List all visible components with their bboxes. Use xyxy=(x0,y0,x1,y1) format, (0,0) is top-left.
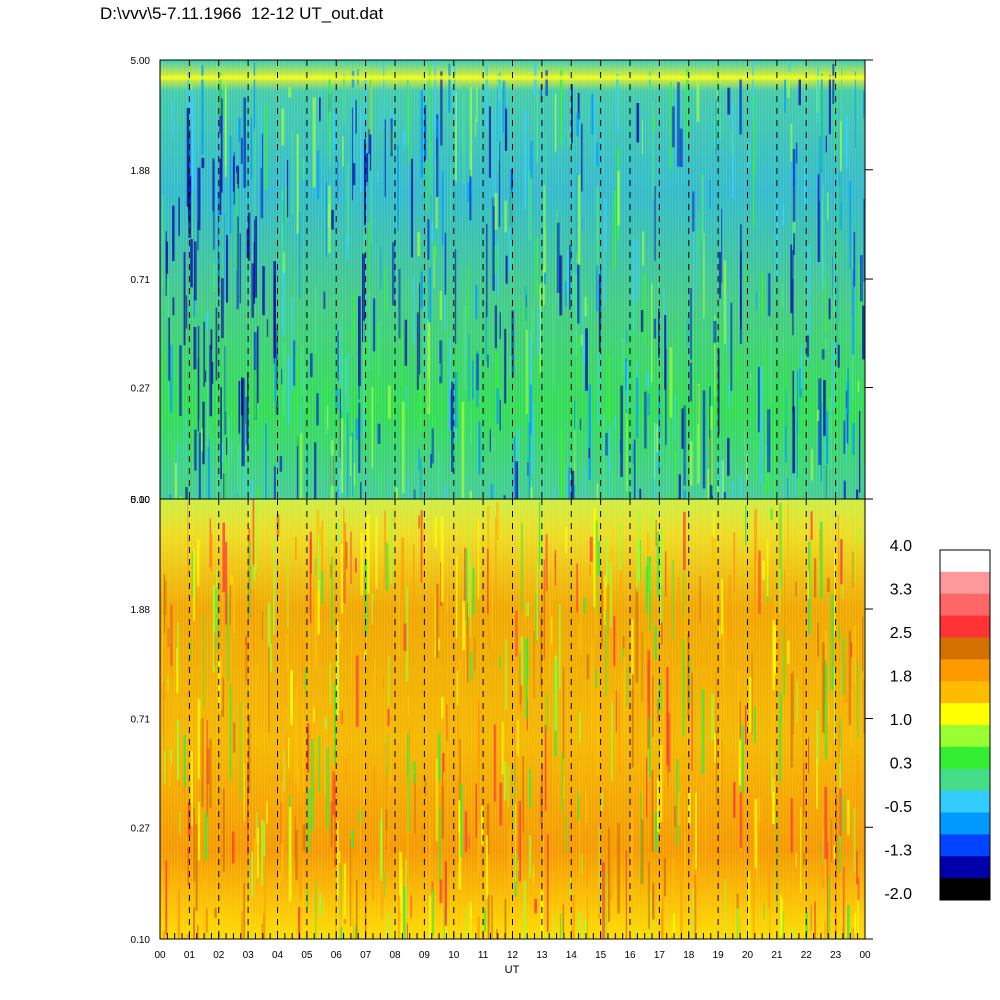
lower-y-tick-label: 0.27 xyxy=(131,823,151,834)
lower-y-tick-label: 0.10 xyxy=(131,935,151,946)
x-tick-label: 16 xyxy=(624,950,636,961)
x-tick-label: 09 xyxy=(419,950,431,961)
lower-hour-gridlines xyxy=(188,499,837,939)
colorbar-label: 2.5 xyxy=(890,625,912,642)
colorbar-swatch xyxy=(940,571,990,595)
lower-y-tick-label: 1.88 xyxy=(131,605,151,616)
x-tick-label: 03 xyxy=(243,950,255,961)
colorbar-label: 1.0 xyxy=(890,712,912,729)
x-tick-label: 04 xyxy=(272,950,284,961)
x-tick-label: 17 xyxy=(654,950,666,961)
colorbar-label: 0.3 xyxy=(890,756,912,773)
x-axis-label: UT xyxy=(505,964,520,976)
lower-panel: 5.00 1.88 0.71 0.27 0.10 xyxy=(131,495,873,946)
upper-y-tick-label: 0.27 xyxy=(131,384,151,395)
x-tick-label: 13 xyxy=(536,950,548,961)
colorbar-swatch xyxy=(940,856,990,879)
colorbar-swatch xyxy=(940,550,990,573)
colorbar-swatch xyxy=(940,615,990,638)
x-tick-label: 23 xyxy=(830,950,842,961)
colorbar: 4.0 3.3 2.5 1.8 1.0 0.3 -0.5 -1.3 -2.0 xyxy=(884,538,991,903)
lower-y-tick-label: 5.00 xyxy=(131,495,151,506)
colorbar-label: 4.0 xyxy=(890,538,912,555)
lower-streak xyxy=(545,933,547,939)
colorbar-swatch xyxy=(940,725,990,748)
x-tick-label: 05 xyxy=(301,950,313,961)
x-tick-label: 12 xyxy=(507,950,519,961)
x-tick-label: 07 xyxy=(360,950,372,961)
upper-y-tick-label: 5.00 xyxy=(131,56,151,67)
lower-streak xyxy=(671,936,673,939)
x-tick-label: 00 xyxy=(859,950,871,961)
colorbar-label: -2.0 xyxy=(884,886,912,903)
x-tick-label: 15 xyxy=(595,950,607,961)
x-tick-label: 18 xyxy=(683,950,695,961)
lower-streak xyxy=(815,937,817,939)
upper-y-tick-label: 1.88 xyxy=(131,166,151,177)
colorbar-swatch xyxy=(940,593,990,617)
upper-panel: 5.00 1.88 0.71 0.27 0.10 xyxy=(131,56,873,506)
x-tick-label: 11 xyxy=(478,950,489,961)
colorbar-swatch xyxy=(940,681,990,704)
x-tick-label: 01 xyxy=(184,950,196,961)
x-tick-label: 20 xyxy=(742,950,754,961)
colorbar-label: -0.5 xyxy=(884,799,912,816)
lower-streak xyxy=(183,937,186,939)
colorbar-swatch xyxy=(940,878,990,901)
colorbar-swatch xyxy=(940,790,990,813)
colorbar-label: 3.3 xyxy=(890,582,912,599)
x-tick-label: 08 xyxy=(389,950,401,961)
colorbar-swatch xyxy=(940,834,990,857)
lower-streak xyxy=(614,933,617,939)
colorbar-swatch xyxy=(940,659,990,682)
x-tick-label: 14 xyxy=(566,950,578,961)
colorbar-swatch xyxy=(940,746,990,770)
lower-y-axis: 5.00 1.88 0.71 0.27 0.10 xyxy=(131,495,873,946)
colorbar-label: -1.3 xyxy=(884,843,912,860)
x-tick-label: 00 xyxy=(154,950,166,961)
upper-y-axis: 5.00 1.88 0.71 0.27 0.10 xyxy=(131,56,873,506)
colorbar-label: 1.8 xyxy=(890,669,912,686)
upper-y-tick-label: 0.10 xyxy=(131,495,151,506)
x-tick-label: 02 xyxy=(213,950,225,961)
x-tick-label: 06 xyxy=(331,950,343,961)
x-tick-label: 22 xyxy=(801,950,813,961)
colorbar-frame xyxy=(939,549,991,901)
x-tick-label: 10 xyxy=(448,950,460,961)
upper-hour-gridlines xyxy=(188,60,837,499)
colorbar-swatch xyxy=(940,703,990,726)
colorbar-swatch xyxy=(940,768,990,792)
colorbar-swatch xyxy=(940,812,990,835)
chart-title: D:\vvv\5-7.11.1966 12-12 UT_out.dat xyxy=(100,4,384,23)
colorbar-swatch xyxy=(940,637,990,660)
upper-y-tick-label: 0.71 xyxy=(131,275,151,286)
lower-y-tick-label: 0.71 xyxy=(131,715,151,726)
x-axis: 00 01 02 03 04 05 06 07 08 09 10 11 12 13 14 15 16 17 18 19… xyxy=(154,933,871,961)
x-tick-label: 21 xyxy=(771,950,783,961)
x-tick-label: 19 xyxy=(713,950,725,961)
